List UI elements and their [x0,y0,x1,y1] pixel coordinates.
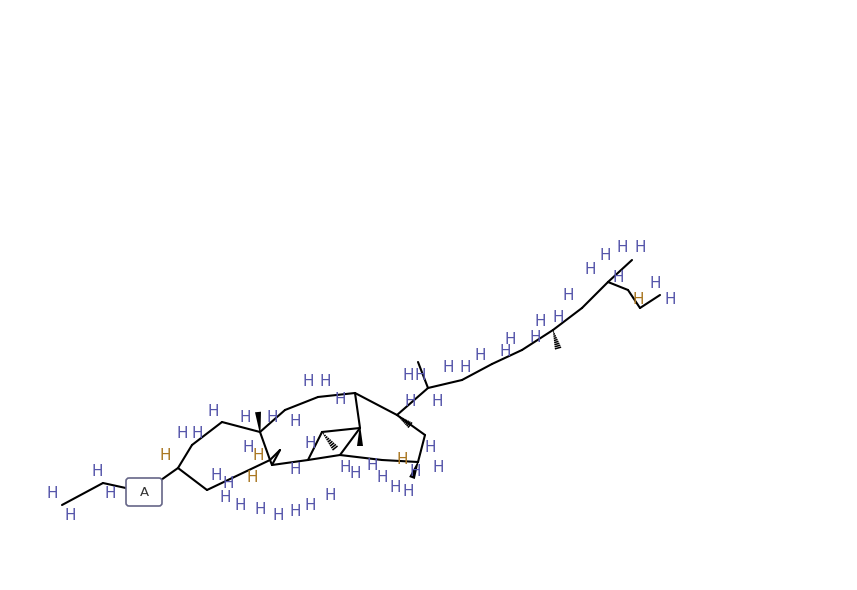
Text: H: H [396,453,408,467]
Text: H: H [534,314,546,329]
Text: H: H [616,241,627,255]
Text: H: H [650,276,661,290]
FancyBboxPatch shape [126,478,162,506]
Text: H: H [632,293,644,307]
Text: H: H [219,490,231,506]
Text: H: H [46,486,57,500]
Text: H: H [159,448,171,464]
Text: H: H [664,293,676,307]
Text: H: H [252,447,264,463]
Text: H: H [405,395,416,409]
Text: H: H [324,487,336,503]
Polygon shape [255,412,261,432]
Text: H: H [634,241,646,255]
Text: H: H [402,484,414,500]
Text: H: H [267,411,278,425]
Text: H: H [239,409,251,424]
Text: H: H [304,497,315,513]
Text: H: H [500,345,511,359]
Text: H: H [207,404,219,418]
Text: H: H [366,457,378,473]
Text: H: H [304,437,315,451]
Text: H: H [320,375,331,389]
Text: H: H [234,497,246,513]
Text: H: H [442,360,453,375]
Text: H: H [552,310,564,326]
Text: H: H [210,468,222,483]
Text: H: H [273,507,284,523]
Text: H: H [389,480,401,496]
Text: H: H [255,503,266,517]
Text: H: H [105,487,116,502]
Text: H: H [350,466,361,480]
Text: H: H [584,263,596,277]
Text: H: H [339,461,351,476]
Text: H: H [530,330,541,346]
Text: H: H [459,360,470,375]
Text: H: H [243,441,254,455]
Text: H: H [64,509,75,523]
Text: H: H [91,464,103,478]
Text: H: H [191,425,203,441]
Text: H: H [431,395,443,409]
Text: A: A [140,486,148,499]
Text: H: H [414,368,426,382]
Text: H: H [222,477,234,491]
Polygon shape [357,428,363,446]
Text: H: H [424,441,435,455]
Text: H: H [402,368,414,382]
Text: H: H [612,270,624,286]
Text: H: H [432,461,444,476]
Text: H: H [334,392,345,408]
Polygon shape [409,462,418,479]
Text: H: H [290,463,301,477]
Text: H: H [474,348,486,362]
Text: H: H [599,247,611,263]
Text: H: H [562,287,573,303]
Text: H: H [290,414,301,428]
Text: H: H [290,504,301,520]
Text: H: H [246,470,258,486]
Text: H: H [504,333,516,348]
Text: H: H [177,425,188,441]
Text: H: H [303,375,314,389]
Text: H: H [376,470,387,486]
Text: H: H [410,464,421,480]
